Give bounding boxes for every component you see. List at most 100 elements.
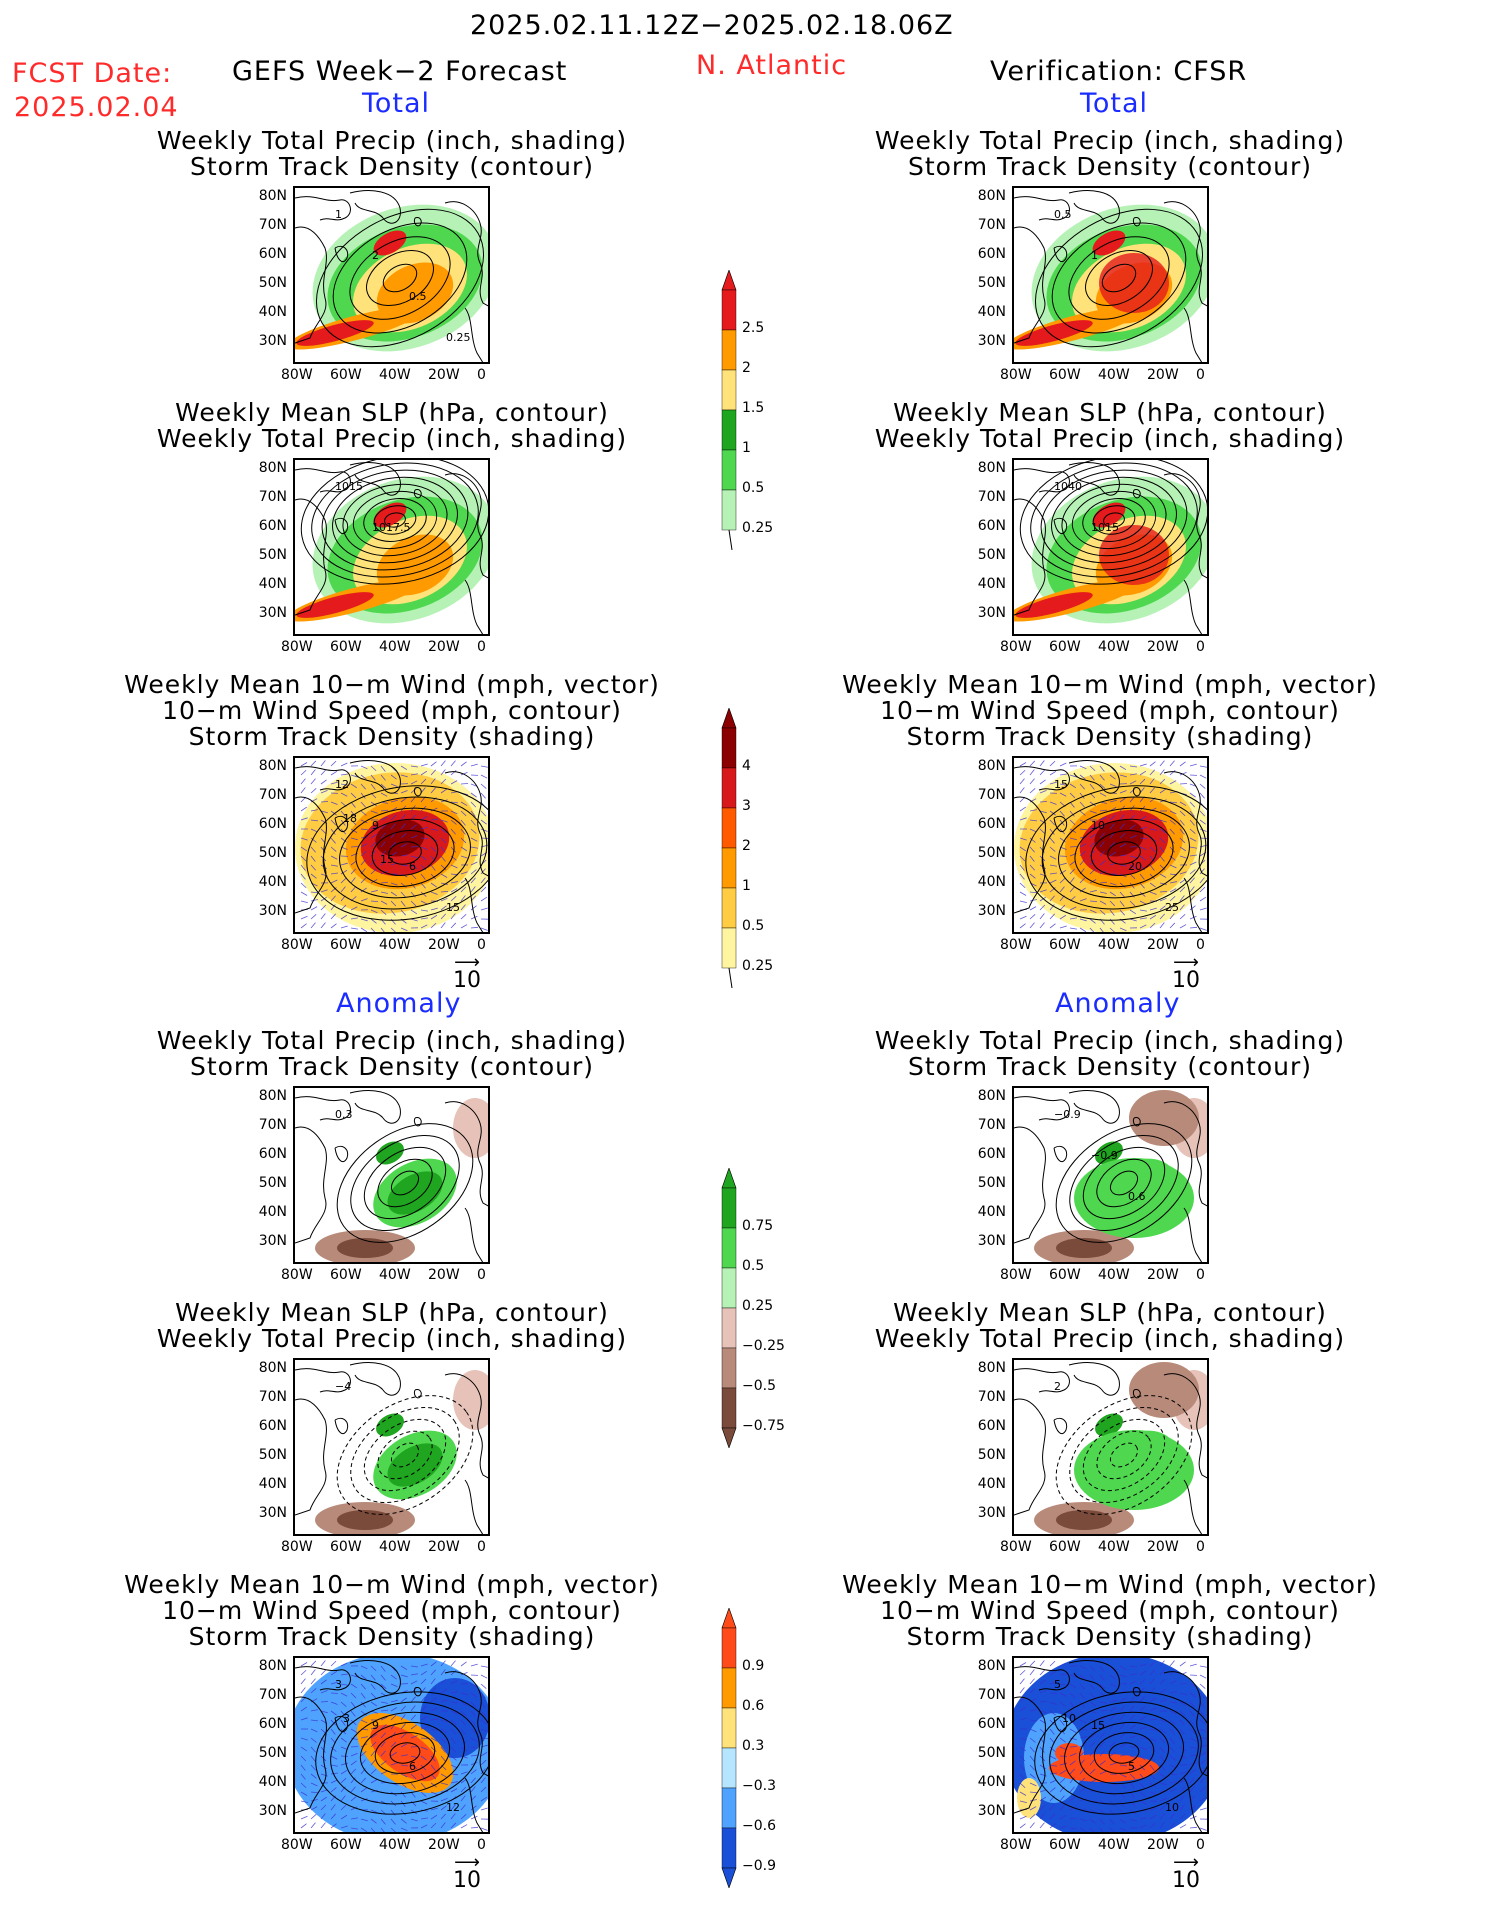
contour-label: 9: [372, 819, 379, 832]
shading-region: [337, 1238, 393, 1258]
lat-tick-label: 40N: [258, 1204, 287, 1220]
section-total-left: Total: [362, 88, 431, 119]
colorbar-label: 3: [742, 798, 751, 814]
contour-label: −4: [335, 1380, 351, 1393]
lon-tick-label: 40W: [1098, 367, 1130, 383]
lat-tick-label: 60N: [258, 1716, 287, 1732]
colorbar-label: 0.25: [742, 520, 774, 536]
colorbar-swatch: [721, 1787, 737, 1829]
shading-region: [1017, 1778, 1041, 1818]
colorbar-swatch: [721, 847, 737, 889]
shading-region: [1095, 1413, 1123, 1437]
lon-tick-label: 20W: [428, 1267, 460, 1283]
shading-region: [373, 502, 407, 528]
lon-tick-label: 20W: [428, 639, 460, 655]
lon-tick-label: 0: [1196, 1539, 1205, 1555]
panel-caption-line: Weekly Total Precip (inch, shading): [874, 424, 1346, 453]
colorbar-label: −0.3: [742, 1778, 776, 1794]
lon-tick-label: 0: [477, 937, 486, 953]
lon-tick-label: 40W: [1098, 639, 1130, 655]
lon-tick-label: 0: [1196, 1267, 1205, 1283]
colorbar-tail: [728, 529, 733, 551]
lon-tick-label: 80W: [281, 367, 313, 383]
contour-label: −0.9: [1091, 1149, 1118, 1162]
contour-label: 15: [446, 901, 460, 914]
colorbar-swatch: [721, 289, 737, 331]
shading-region: [420, 1678, 488, 1758]
contour-label: 0.25: [446, 331, 471, 344]
map-panel: 0.5 1: [1012, 186, 1209, 364]
lat-tick-label: 30N: [258, 1233, 287, 1249]
shading-region: [296, 592, 374, 618]
wind-vector-group: [1019, 1660, 1207, 1832]
shading-region: [1092, 502, 1126, 528]
vector-reference: ⟶ 10: [451, 1852, 483, 1892]
panel-caption-line: Weekly Mean 10−m Wind (mph, vector): [842, 1570, 1378, 1599]
panel-caption-line: 10−m Wind Speed (mph, contour): [162, 696, 622, 725]
contour-group: [336, 1123, 474, 1243]
colorbar-canvas: [721, 1167, 737, 1449]
colorbar-canvas: [721, 707, 737, 989]
coastline-group: [295, 462, 488, 634]
contour-label: 12: [335, 778, 349, 791]
shading-region: [387, 1171, 443, 1215]
contour-label: 1017.5: [372, 521, 411, 534]
contour-label: 15: [1054, 778, 1068, 791]
shading-region: [1056, 1238, 1112, 1258]
coastline-group: [295, 1660, 488, 1832]
colorbar-swatch: [721, 927, 737, 969]
contour-label: 6: [409, 1760, 416, 1773]
lat-tick-label: 70N: [977, 787, 1006, 803]
lat-tick-label: 80N: [977, 460, 1006, 476]
colorbar-cap-top: [721, 1167, 737, 1189]
lat-tick-label: 50N: [258, 1447, 287, 1463]
lat-tick-label: 70N: [977, 489, 1006, 505]
map-canvas: 1015 1017.5: [295, 460, 488, 634]
fcst-date-label: FCST Date:: [12, 58, 173, 89]
lon-tick-label: 20W: [1147, 1837, 1179, 1853]
panel-caption-line: Weekly Mean SLP (hPa, contour): [893, 398, 1327, 427]
lat-tick-label: 40N: [258, 874, 287, 890]
coastline-group: [295, 760, 488, 932]
contour-label: 2: [1054, 1380, 1061, 1393]
coastline-group: [1014, 1362, 1207, 1534]
shading-region: [376, 1141, 404, 1165]
colorbar-label: 0.5: [742, 480, 765, 496]
colorbar-swatch: [721, 1267, 737, 1309]
coastline-group: [1014, 190, 1207, 362]
lon-tick-label: 80W: [1000, 639, 1032, 655]
wind-vector-group: [1019, 760, 1207, 932]
lat-tick-label: 60N: [258, 246, 287, 262]
panel-caption-line: Storm Track Density (shading): [188, 722, 596, 751]
lon-tick-label: 80W: [281, 1539, 313, 1555]
panel-caption-line: Weekly Mean SLP (hPa, contour): [893, 1298, 1327, 1327]
lat-tick-label: 30N: [258, 903, 287, 919]
lat-tick-label: 70N: [977, 217, 1006, 233]
contour-group: [306, 785, 488, 921]
shading-region: [1015, 592, 1093, 618]
colorbar-swatch: [721, 1347, 737, 1389]
section-anomaly-left: Anomaly: [336, 988, 462, 1019]
lon-tick-label: 80W: [1000, 937, 1032, 953]
panel-caption-line: 10−m Wind Speed (mph, contour): [880, 696, 1340, 725]
shading-region: [337, 1510, 393, 1530]
panel-caption-line: Weekly Total Precip (inch, shading): [874, 1026, 1346, 1055]
colorbar-label: 1: [742, 440, 751, 456]
vector-reference-value: 10: [1172, 968, 1200, 993]
colorbar-cap-top: [721, 269, 737, 291]
colorbar-label: −0.25: [742, 1338, 785, 1354]
shading-region: [1099, 525, 1169, 585]
lat-tick-label: 70N: [977, 1389, 1006, 1405]
contour-label: 10: [1062, 1712, 1076, 1725]
colorbar-canvas: [721, 1607, 737, 1889]
colorbar-swatch: [721, 1747, 737, 1789]
colorbar-label: −0.75: [742, 1418, 785, 1434]
vector-reference-arrow: ⟶: [454, 1852, 480, 1873]
contour-label: 20: [1128, 860, 1142, 873]
contour-label: 3: [335, 1678, 342, 1691]
lat-tick-label: 30N: [977, 1803, 1006, 1819]
coastline-group: [1014, 760, 1207, 932]
lat-tick-label: 50N: [258, 845, 287, 861]
map-panel: 3 9 6 12 3: [293, 1656, 490, 1834]
lat-tick-label: 50N: [977, 1745, 1006, 1761]
